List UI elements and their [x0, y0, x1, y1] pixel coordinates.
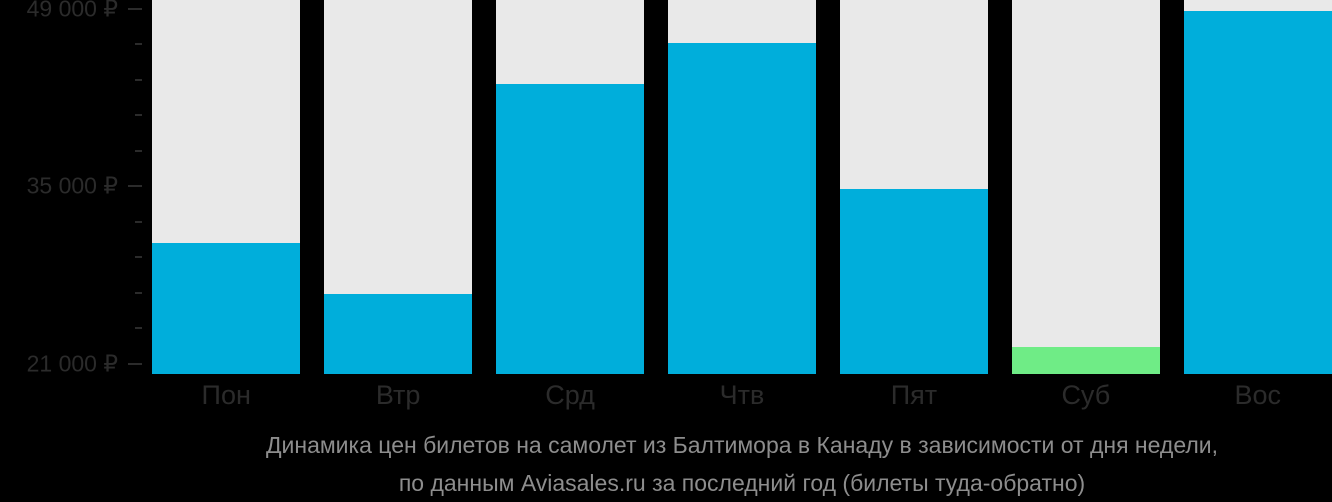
y-tick-label: 21 000 ₽: [26, 350, 118, 377]
y-major-tick: [128, 185, 142, 188]
day-column-3: [495, 0, 645, 374]
day-label-5: Пят: [890, 380, 938, 410]
y-minor-tick: [135, 220, 142, 223]
day-label-2: Втр: [375, 380, 421, 410]
day-column-1: [152, 0, 301, 374]
y-tick-label: 35 000 ₽: [26, 172, 118, 199]
y-axis: 49 000 ₽ 35 000 ₽ 21 000 ₽: [0, 0, 152, 377]
y-minor-tick: [135, 256, 142, 259]
y-major-tick: [128, 7, 142, 10]
y-minor-tick: [135, 149, 142, 152]
y-minor-tick: [135, 43, 142, 46]
chart-title-line-2: по данным Aviasales.ru за последний год …: [398, 470, 1086, 496]
y-minor-tick: [135, 291, 142, 294]
price-bar-2[interactable]: [323, 294, 473, 374]
y-minor-tick: [135, 114, 142, 117]
day-column-2: [323, 0, 473, 374]
day-label-6: Суб: [1061, 380, 1111, 410]
plot-area: [152, 0, 1332, 374]
day-label-4: Чтв: [719, 380, 765, 410]
chart-caption: Динамика цен билетов на самолет из Балти…: [152, 430, 1332, 498]
y-tick-label: 49 000 ₽: [26, 0, 118, 22]
day-label-7: Вос: [1234, 380, 1282, 410]
y-minor-tick: [135, 327, 142, 330]
price-bar-4[interactable]: [667, 43, 817, 374]
y-major-tick: [128, 362, 142, 365]
chart-title-line-1: Динамика цен билетов на самолет из Балти…: [265, 432, 1219, 458]
price-bar-1[interactable]: [152, 243, 301, 374]
y-minor-tick: [135, 78, 142, 81]
price-bar-6[interactable]: [1011, 347, 1161, 374]
price-bar-3[interactable]: [495, 83, 645, 374]
day-column-6: [1011, 0, 1161, 374]
day-label-1: Пон: [201, 380, 251, 410]
day-label-3: Срд: [545, 380, 595, 410]
price-bar-7[interactable]: [1183, 11, 1332, 374]
day-column-7: [1183, 0, 1332, 374]
x-axis-labels: Пон Втр Срд Чтв Пят Суб Вос: [152, 382, 1332, 409]
price-bar-5[interactable]: [839, 188, 989, 374]
day-column-4: [667, 0, 817, 374]
day-column-5: [839, 0, 989, 374]
